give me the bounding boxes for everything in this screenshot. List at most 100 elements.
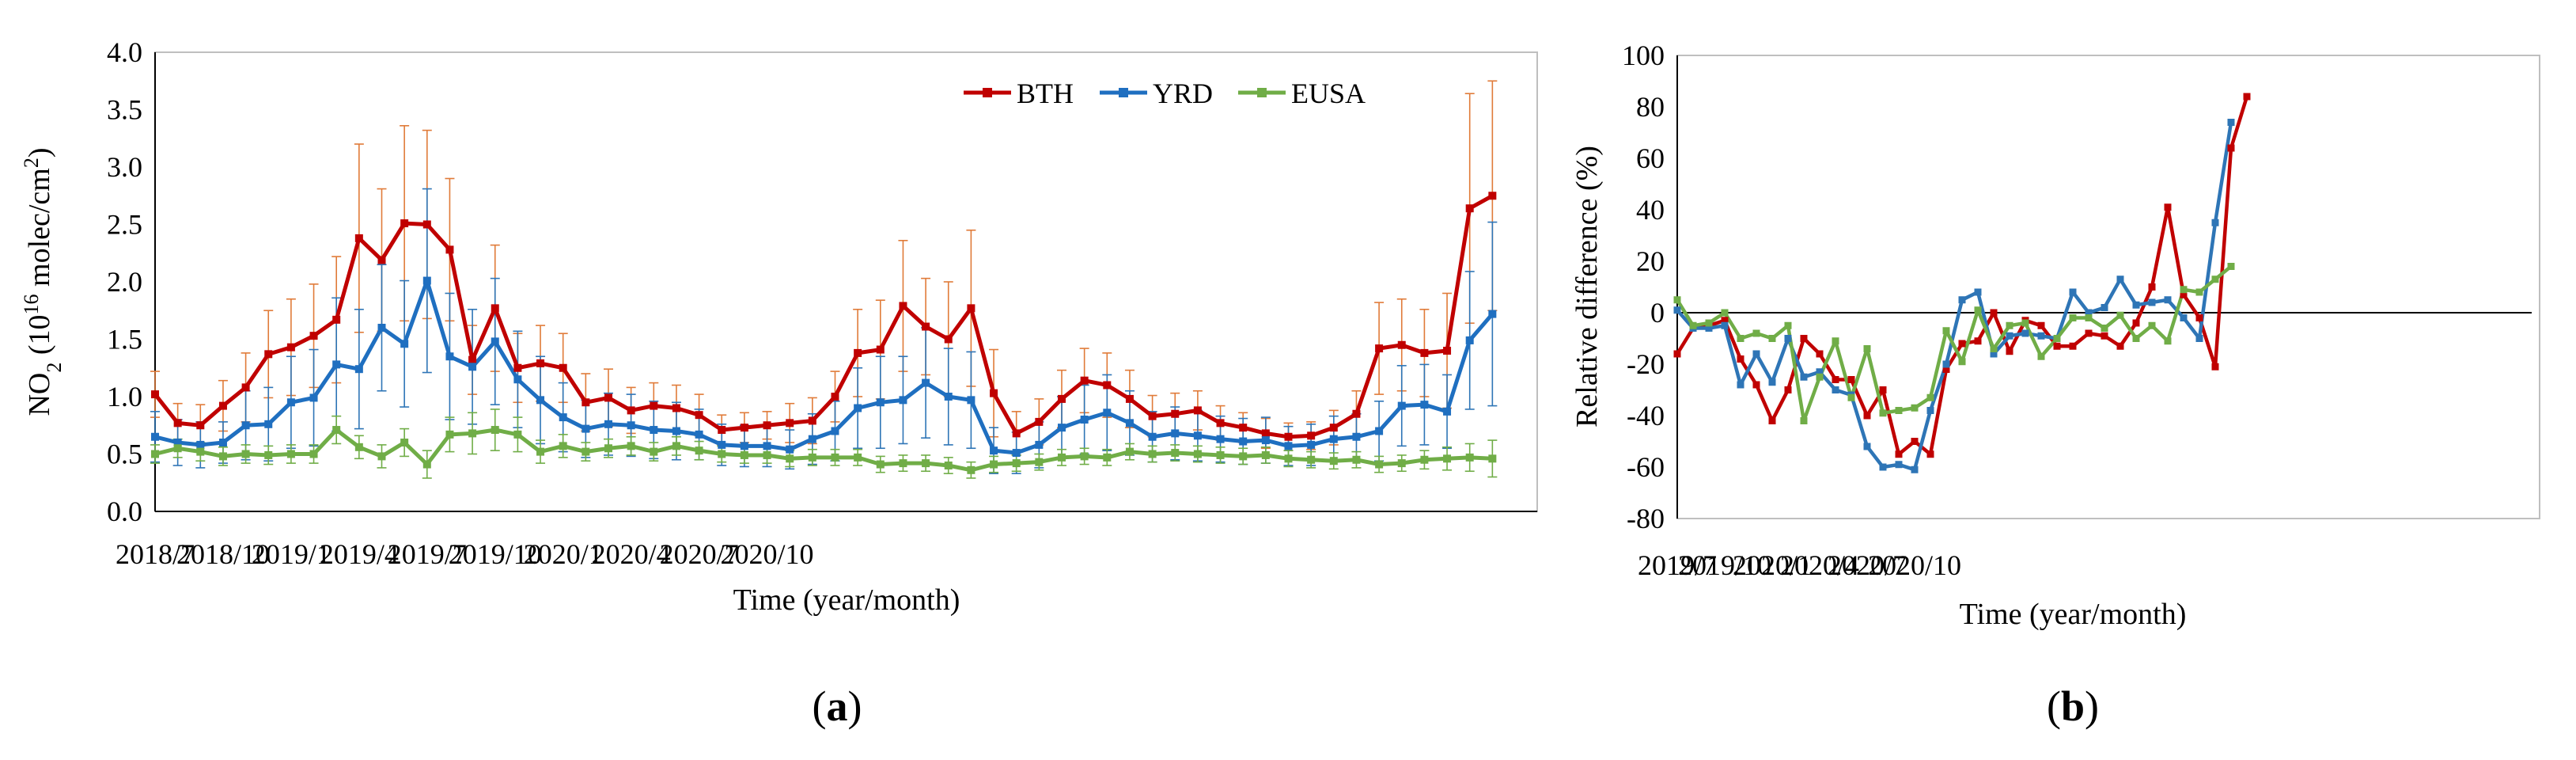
y-tick-label: 0.5 (107, 439, 142, 470)
data-point-bth (1974, 337, 1982, 345)
data-point-yrd (1125, 419, 1134, 428)
y-tick-label: 1.0 (107, 381, 142, 412)
data-point-bth (2053, 342, 2061, 350)
data-point-yrd (1863, 443, 1871, 450)
data-point-eusa (1816, 373, 1824, 381)
data-point-eusa (967, 466, 975, 474)
legend-a: BTH YRD EUSA (964, 78, 1366, 109)
data-point-yrd (1768, 378, 1776, 386)
y-title-a-part: (10 (23, 314, 56, 362)
data-point-eusa (151, 450, 159, 458)
data-point-eusa (445, 430, 454, 439)
data-point-eusa (695, 446, 703, 455)
y-tick-label: 2.5 (107, 209, 142, 241)
data-point-yrd (1673, 306, 1681, 314)
data-point-yrd (218, 439, 227, 446)
data-point-bth (1942, 366, 1950, 373)
data-point-eusa (1974, 306, 1982, 314)
data-point-yrd (1958, 296, 1966, 304)
data-point-bth (1721, 317, 1729, 325)
data-point-eusa (2164, 337, 2172, 345)
y-tick-label: 40 (1636, 194, 1665, 226)
data-point-eusa (491, 426, 499, 435)
data-point-yrd (740, 442, 748, 450)
x-tick-label: 2019/10 (1678, 549, 1771, 581)
x-tick-label: 2018/10 (176, 538, 270, 570)
data-point-eusa (1193, 450, 1202, 458)
data-point-yrd (2101, 304, 2108, 311)
data-point-yrd (1080, 416, 1089, 424)
data-point-eusa (899, 459, 907, 468)
data-point-eusa (627, 442, 635, 450)
x-tick-label: 2020/1 (524, 538, 603, 570)
data-point-yrd (2211, 218, 2219, 226)
y-tick-label: -40 (1627, 400, 1665, 431)
data-point-bth (2227, 144, 2235, 152)
data-point-yrd (264, 420, 273, 428)
data-point-bth (2164, 203, 2172, 211)
data-point-eusa (218, 452, 227, 461)
data-point-bth (1863, 412, 1871, 420)
data-point-yrd (1239, 437, 1248, 446)
data-point-bth (2180, 291, 2188, 298)
data-point-bth (1784, 386, 1792, 393)
y-tick-label: 0.0 (107, 496, 142, 527)
data-point-eusa (2069, 314, 2077, 321)
data-point-bth (1420, 348, 1429, 357)
panel-label-b-part: ( (2047, 682, 2061, 730)
data-point-bth (876, 345, 885, 354)
data-point-eusa (854, 453, 862, 462)
data-point-yrd (1329, 435, 1338, 443)
data-point-eusa (354, 443, 363, 451)
data-point-bth (1737, 355, 1744, 363)
x-ticks-a: 2018/72018/102019/12019/42019/72019/1020… (116, 538, 814, 570)
x-tick-label: 2020/10 (1868, 549, 1961, 581)
data-point-yrd (1816, 368, 1824, 376)
data-point-eusa (1768, 335, 1776, 342)
data-point-eusa (1990, 345, 1998, 352)
data-point-yrd (1942, 360, 1950, 368)
data-point-yrd (2037, 332, 2045, 340)
y-tick-label: 100 (1622, 40, 1665, 71)
data-point-eusa (1443, 454, 1452, 463)
data-point-bth (1035, 417, 1044, 426)
data-point-yrd (1832, 386, 1839, 393)
data-point-bth (763, 421, 771, 430)
data-point-bth (718, 426, 726, 435)
data-point-yrd (808, 435, 816, 443)
data-point-eusa (2053, 335, 2061, 342)
data-point-yrd (1284, 442, 1293, 450)
data-point-yrd (1035, 440, 1044, 449)
data-point-eusa (1148, 450, 1157, 458)
data-point-yrd (1974, 288, 1982, 296)
data-point-eusa (604, 444, 612, 453)
data-point-eusa (1895, 407, 1903, 414)
data-point-bth (1352, 409, 1361, 418)
data-point-bth (513, 363, 522, 372)
data-point-bth (536, 359, 545, 367)
data-point-eusa (1284, 454, 1293, 463)
data-point-bth (922, 322, 930, 331)
data-point-yrd (786, 445, 794, 454)
data-point-bth (1058, 394, 1066, 403)
data-point-eusa (422, 460, 431, 469)
data-point-eusa (1329, 457, 1338, 466)
data-point-bth (468, 355, 477, 364)
x-tick-label: 2020/10 (721, 538, 814, 570)
data-point-yrd (967, 396, 975, 405)
legend-label-eusa: EUSA (1291, 78, 1366, 109)
data-point-yrd (672, 427, 680, 435)
data-point-eusa (1058, 453, 1066, 462)
data-point-eusa (2195, 288, 2203, 296)
data-point-bth (1879, 386, 1887, 393)
legend-label-yrd: YRD (1153, 78, 1213, 109)
data-point-eusa (1847, 393, 1855, 401)
data-point-bth (264, 350, 273, 359)
y-ticks-a: 0.0 0.5 1.0 1.5 2.0 2.5 3.0 3.5 4.0 (107, 36, 142, 527)
data-point-bth (2243, 93, 2251, 101)
y-axis-title-a: NO2 (1016 molec/cm2) (20, 147, 66, 416)
legend-marker-bth (983, 88, 992, 97)
data-point-yrd (491, 337, 499, 346)
data-point-bth (1239, 424, 1248, 432)
data-point-yrd (1488, 310, 1497, 318)
